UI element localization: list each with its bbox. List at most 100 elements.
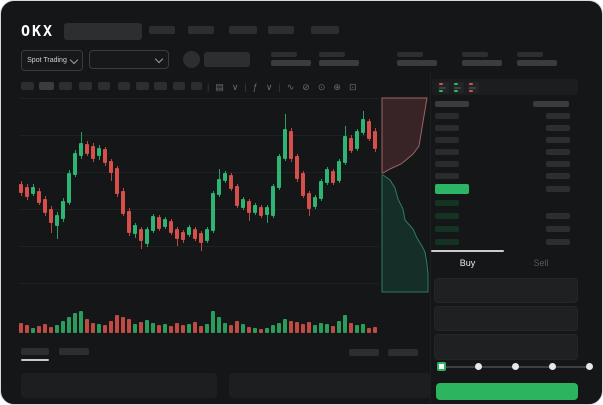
candle xyxy=(217,179,221,195)
ask-row-price[interactable] xyxy=(435,149,459,155)
volume-bar xyxy=(343,315,347,333)
candle xyxy=(127,211,131,233)
stat-value xyxy=(397,60,437,66)
slider-handle[interactable] xyxy=(437,362,446,371)
tab-order-history[interactable] xyxy=(59,348,89,355)
timeframe-button[interactable] xyxy=(173,82,185,90)
volume-bar xyxy=(247,327,251,333)
ask-row-price[interactable] xyxy=(435,161,459,167)
stat-label xyxy=(517,52,543,57)
volume-bar xyxy=(139,322,143,333)
candle xyxy=(331,171,335,183)
tab-buy[interactable]: Buy xyxy=(459,258,476,268)
candle xyxy=(355,131,359,149)
chart-type-icon[interactable]: ▤ xyxy=(215,82,224,92)
candle xyxy=(211,193,215,231)
candle xyxy=(103,149,107,163)
tab-open-orders[interactable] xyxy=(21,348,49,355)
bid-row-price[interactable] xyxy=(435,200,459,206)
chevron-down-icon[interactable]: ∨ xyxy=(231,82,239,92)
ask-row-price[interactable] xyxy=(435,137,459,143)
amount-input[interactable] xyxy=(434,306,578,331)
timeframe-button[interactable] xyxy=(59,82,72,90)
total-input[interactable] xyxy=(434,334,578,360)
camera-icon[interactable]: ⊙ xyxy=(317,82,326,92)
volume-bar xyxy=(361,324,365,333)
stat-label xyxy=(271,52,297,57)
nav-item[interactable] xyxy=(268,26,294,34)
volume-bar xyxy=(115,315,119,333)
slider-stop[interactable] xyxy=(512,363,519,370)
nav-item[interactable] xyxy=(311,26,339,34)
last-price-bar[interactable] xyxy=(435,184,469,194)
ask-row-amount xyxy=(546,173,570,179)
stat-value xyxy=(462,60,502,66)
volume-bar xyxy=(349,323,353,333)
volume-bar xyxy=(85,319,89,333)
price-input[interactable] xyxy=(434,278,578,303)
chart-footer-option[interactable] xyxy=(388,349,418,356)
market-type-label: Spot Trading xyxy=(27,57,67,64)
slider-stop[interactable] xyxy=(586,363,593,370)
ask-row-price[interactable] xyxy=(435,113,459,119)
fullscreen-icon[interactable]: ⊡ xyxy=(348,82,357,92)
candle xyxy=(73,153,77,175)
candle xyxy=(37,191,41,203)
ask-row-price[interactable] xyxy=(435,173,459,179)
pair-selector-dropdown[interactable] xyxy=(89,50,169,69)
indicator-fx-icon[interactable]: ƒ xyxy=(252,82,258,92)
timeframe-button[interactable] xyxy=(191,82,202,90)
volume-bar xyxy=(271,325,275,333)
nav-item[interactable] xyxy=(229,26,257,34)
volume-bar xyxy=(91,323,95,333)
stat-value xyxy=(271,60,311,66)
candle xyxy=(19,184,23,193)
slider-stop[interactable] xyxy=(475,363,482,370)
timeframe-button[interactable] xyxy=(118,82,130,90)
book-asks-icon[interactable] xyxy=(468,82,479,93)
search-input[interactable] xyxy=(64,23,142,40)
book-both-icon[interactable] xyxy=(438,82,449,93)
candle xyxy=(307,193,311,209)
timeframe-button[interactable] xyxy=(154,82,167,90)
candle xyxy=(79,143,83,156)
candle xyxy=(361,119,365,133)
timeframe-button[interactable] xyxy=(79,82,92,90)
tab-sell[interactable]: Sell xyxy=(533,258,549,268)
nav-item[interactable] xyxy=(188,26,214,34)
bottom-tab-indicator xyxy=(21,359,49,361)
chevron-down-icon[interactable]: ∨ xyxy=(265,82,273,92)
wave-indicator-icon[interactable]: ∿ xyxy=(286,82,295,92)
ask-row-amount xyxy=(546,149,570,155)
volume-bar xyxy=(25,325,29,333)
market-type-selector[interactable]: Spot Trading xyxy=(21,50,83,71)
chevron-down-icon xyxy=(69,55,79,64)
settings-gear-icon[interactable]: ⊕ xyxy=(333,82,341,92)
book-bids-icon[interactable] xyxy=(453,82,464,93)
bid-row-price[interactable] xyxy=(435,239,459,245)
timeframe-button[interactable] xyxy=(39,82,54,90)
volume-bar xyxy=(331,326,335,333)
ask-row-price[interactable] xyxy=(435,125,459,131)
chart-footer-option[interactable] xyxy=(349,349,379,356)
candle xyxy=(193,229,197,239)
timeframe-button[interactable] xyxy=(21,82,34,90)
candle xyxy=(157,217,161,229)
buy-tab-indicator xyxy=(431,250,504,252)
draw-tool-icon[interactable]: ⊘ xyxy=(302,82,310,92)
bid-row-price[interactable] xyxy=(435,213,459,219)
candle xyxy=(373,131,377,149)
orderbook-amount-header xyxy=(533,101,569,107)
depth-chart xyxy=(381,97,429,293)
depth-bids-area xyxy=(381,174,429,293)
slider-stop[interactable] xyxy=(549,363,556,370)
timeframe-button[interactable] xyxy=(98,82,110,90)
nav-item[interactable] xyxy=(149,26,175,34)
chevron-down-icon xyxy=(154,54,164,63)
buy-submit-button[interactable] xyxy=(436,383,578,400)
timeframe-button[interactable] xyxy=(136,82,149,90)
candle xyxy=(229,175,233,189)
pair-name-placeholder xyxy=(204,52,250,67)
volume-bar xyxy=(211,311,215,333)
bid-row-price[interactable] xyxy=(435,226,459,232)
